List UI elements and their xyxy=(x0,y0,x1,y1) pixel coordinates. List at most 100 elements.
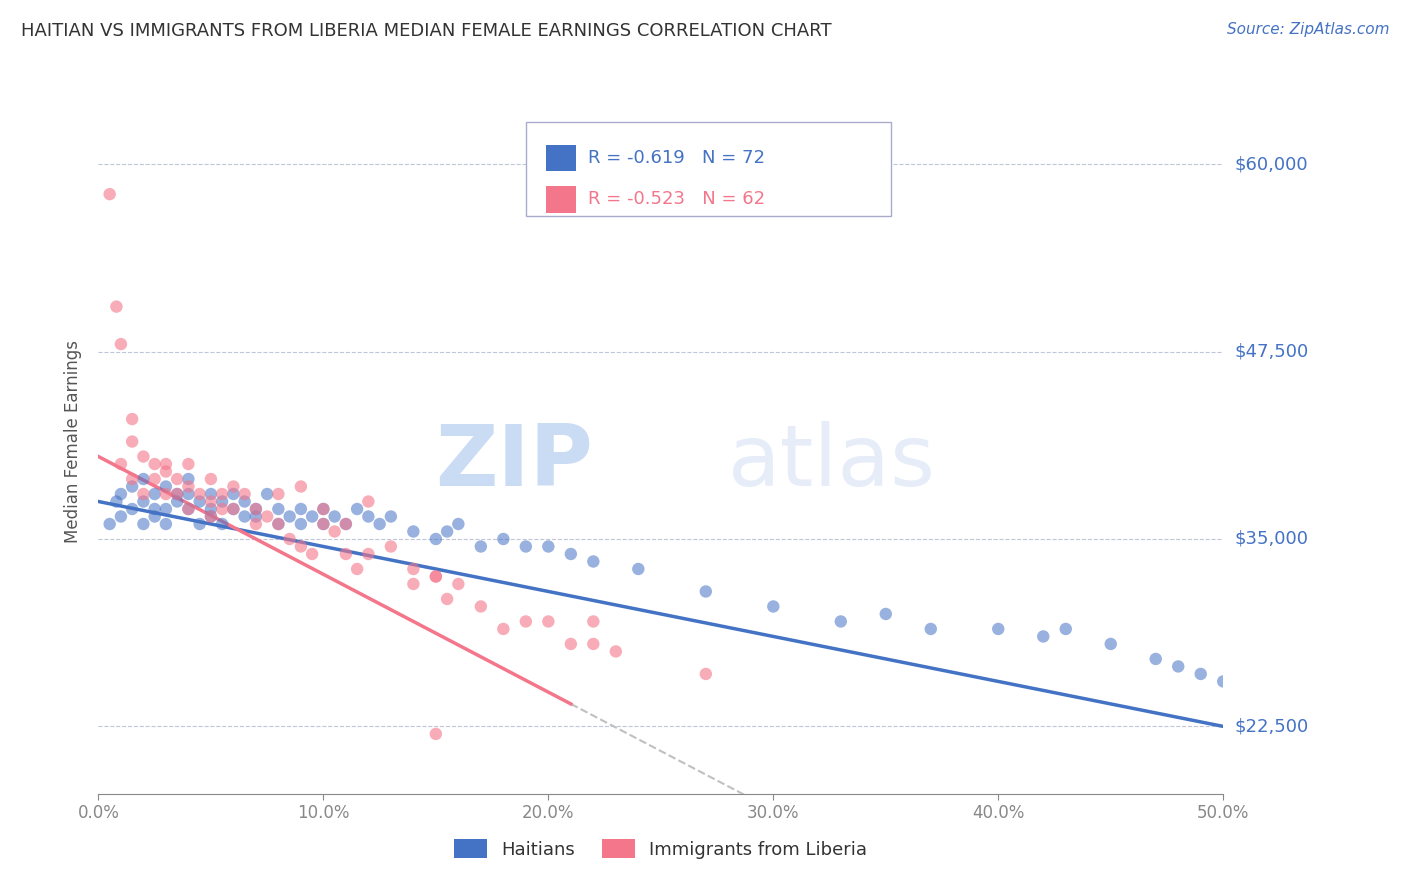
Point xyxy=(1054,622,1077,636)
Point xyxy=(177,502,200,516)
Point xyxy=(121,434,143,449)
Point xyxy=(245,509,267,524)
Point xyxy=(110,457,132,471)
Point xyxy=(177,479,200,493)
Point xyxy=(695,584,717,599)
Point xyxy=(278,509,301,524)
Point xyxy=(762,599,785,614)
Point xyxy=(323,509,346,524)
Point xyxy=(132,487,155,501)
Point xyxy=(560,547,582,561)
Point xyxy=(447,577,470,591)
Text: ZIP: ZIP xyxy=(436,421,593,504)
Point xyxy=(222,502,245,516)
Point xyxy=(301,509,323,524)
Point xyxy=(470,540,492,554)
Point xyxy=(402,562,425,576)
Point xyxy=(121,479,143,493)
Point xyxy=(105,300,128,314)
Point xyxy=(1144,652,1167,666)
Point xyxy=(211,516,233,531)
Point xyxy=(222,502,245,516)
Point xyxy=(110,337,132,351)
Point xyxy=(211,487,233,501)
Y-axis label: Median Female Earnings: Median Female Earnings xyxy=(65,340,83,543)
Point xyxy=(582,637,605,651)
Point xyxy=(200,472,222,486)
Point xyxy=(357,494,380,508)
Point xyxy=(380,509,402,524)
Point xyxy=(256,487,278,501)
Point xyxy=(560,637,582,651)
Point xyxy=(920,622,942,636)
Point xyxy=(211,502,233,516)
Point xyxy=(155,479,177,493)
Point xyxy=(177,472,200,486)
Text: atlas: atlas xyxy=(728,421,936,504)
Point xyxy=(245,516,267,531)
Point xyxy=(537,615,560,629)
Point xyxy=(470,599,492,614)
Point xyxy=(177,457,200,471)
Point xyxy=(447,516,470,531)
Point xyxy=(987,622,1010,636)
Point xyxy=(492,532,515,546)
Point xyxy=(301,547,323,561)
Point xyxy=(312,502,335,516)
Point xyxy=(582,554,605,568)
Point xyxy=(143,457,166,471)
Point xyxy=(425,532,447,546)
Point xyxy=(312,516,335,531)
Point xyxy=(436,524,458,539)
Point xyxy=(132,494,155,508)
Point xyxy=(121,412,143,426)
Point xyxy=(492,622,515,636)
Point xyxy=(323,524,346,539)
Point xyxy=(335,516,357,531)
Point xyxy=(290,516,312,531)
Text: R = -0.523   N = 62: R = -0.523 N = 62 xyxy=(588,190,765,208)
Point xyxy=(155,465,177,479)
Point xyxy=(875,607,897,621)
Point xyxy=(425,569,447,583)
Point xyxy=(143,502,166,516)
Text: $35,000: $35,000 xyxy=(1234,530,1309,548)
Point xyxy=(256,509,278,524)
Point xyxy=(200,494,222,508)
Point xyxy=(346,562,368,576)
Text: R = -0.619   N = 72: R = -0.619 N = 72 xyxy=(588,149,765,167)
Point xyxy=(402,577,425,591)
Point xyxy=(155,457,177,471)
Point xyxy=(267,502,290,516)
Point xyxy=(267,487,290,501)
Text: Source: ZipAtlas.com: Source: ZipAtlas.com xyxy=(1226,22,1389,37)
Point xyxy=(335,516,357,531)
Point xyxy=(121,502,143,516)
Point xyxy=(200,487,222,501)
Point xyxy=(605,644,627,658)
Point xyxy=(132,450,155,464)
Point xyxy=(515,540,537,554)
Point xyxy=(368,516,391,531)
Point xyxy=(132,516,155,531)
Point xyxy=(188,516,211,531)
Point xyxy=(290,479,312,493)
Point xyxy=(515,615,537,629)
Point xyxy=(211,494,233,508)
Point xyxy=(177,502,200,516)
Point xyxy=(143,472,166,486)
Point xyxy=(166,472,188,486)
Text: $22,500: $22,500 xyxy=(1234,717,1309,735)
Point xyxy=(1032,630,1054,644)
Point xyxy=(222,487,245,501)
Point xyxy=(582,615,605,629)
Point xyxy=(110,509,132,524)
Point xyxy=(290,502,312,516)
Point xyxy=(143,487,166,501)
Point xyxy=(312,502,335,516)
Point xyxy=(1189,667,1212,681)
Point xyxy=(425,727,447,741)
Point xyxy=(312,516,335,531)
Point xyxy=(105,494,128,508)
Point xyxy=(166,494,188,508)
